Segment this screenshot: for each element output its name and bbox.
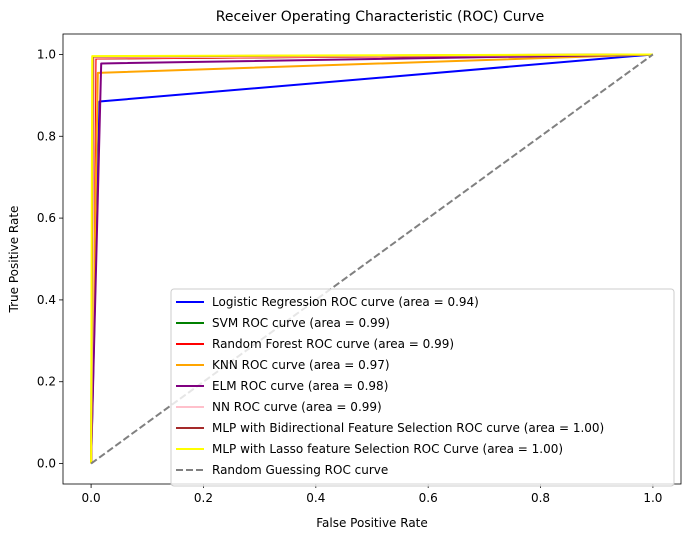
chart-title: Receiver Operating Characteristic (ROC) … [216,9,545,25]
x-tick-label: 0.0 [82,491,101,505]
legend: Logistic Regression ROC curve (area = 0.… [170,288,675,487]
y-tick-label: 0.0 [37,457,56,471]
legend-label: KNN ROC curve (area = 0.97) [212,358,390,372]
y-axis-label: True Positive Rate [7,206,21,314]
x-tick-label: 0.4 [306,491,325,505]
legend-label: Logistic Regression ROC curve (area = 0.… [212,295,479,309]
y-tick-label: 0.4 [37,293,56,307]
series-line-4 [90,53,653,464]
x-axis-label: False Positive Rate [316,516,428,530]
series-line-7 [90,53,653,464]
legend-label: NN ROC curve (area = 0.99) [212,400,382,414]
y-tick-label: 0.2 [37,375,56,389]
series-line-3 [90,53,653,464]
legend-label: Random Guessing ROC curve [212,463,388,477]
y-tick-label: 1.0 [37,47,56,61]
legend-label: MLP with Bidirectional Feature Selection… [212,421,604,435]
x-tick-label: 0.8 [531,491,550,505]
y-axis-ticks: 0.0 0.2 0.4 0.6 0.8 1.0 [37,47,63,471]
legend-label: ELM ROC curve (area = 0.98) [212,379,388,393]
legend-label: MLP with Lasso feature Selection ROC Cur… [212,442,563,456]
x-axis-ticks: 0.0 0.2 0.4 0.6 0.8 1.0 [82,484,662,505]
y-tick-label: 0.6 [37,211,56,225]
legend-label: SVM ROC curve (area = 0.99) [212,316,390,330]
legend-label: Random Forest ROC curve (area = 0.99) [212,337,454,351]
y-tick-label: 0.8 [37,129,56,143]
x-tick-label: 1.0 [643,491,662,505]
x-tick-label: 0.6 [419,491,438,505]
x-tick-label: 0.2 [194,491,213,505]
legend-box [170,288,675,487]
